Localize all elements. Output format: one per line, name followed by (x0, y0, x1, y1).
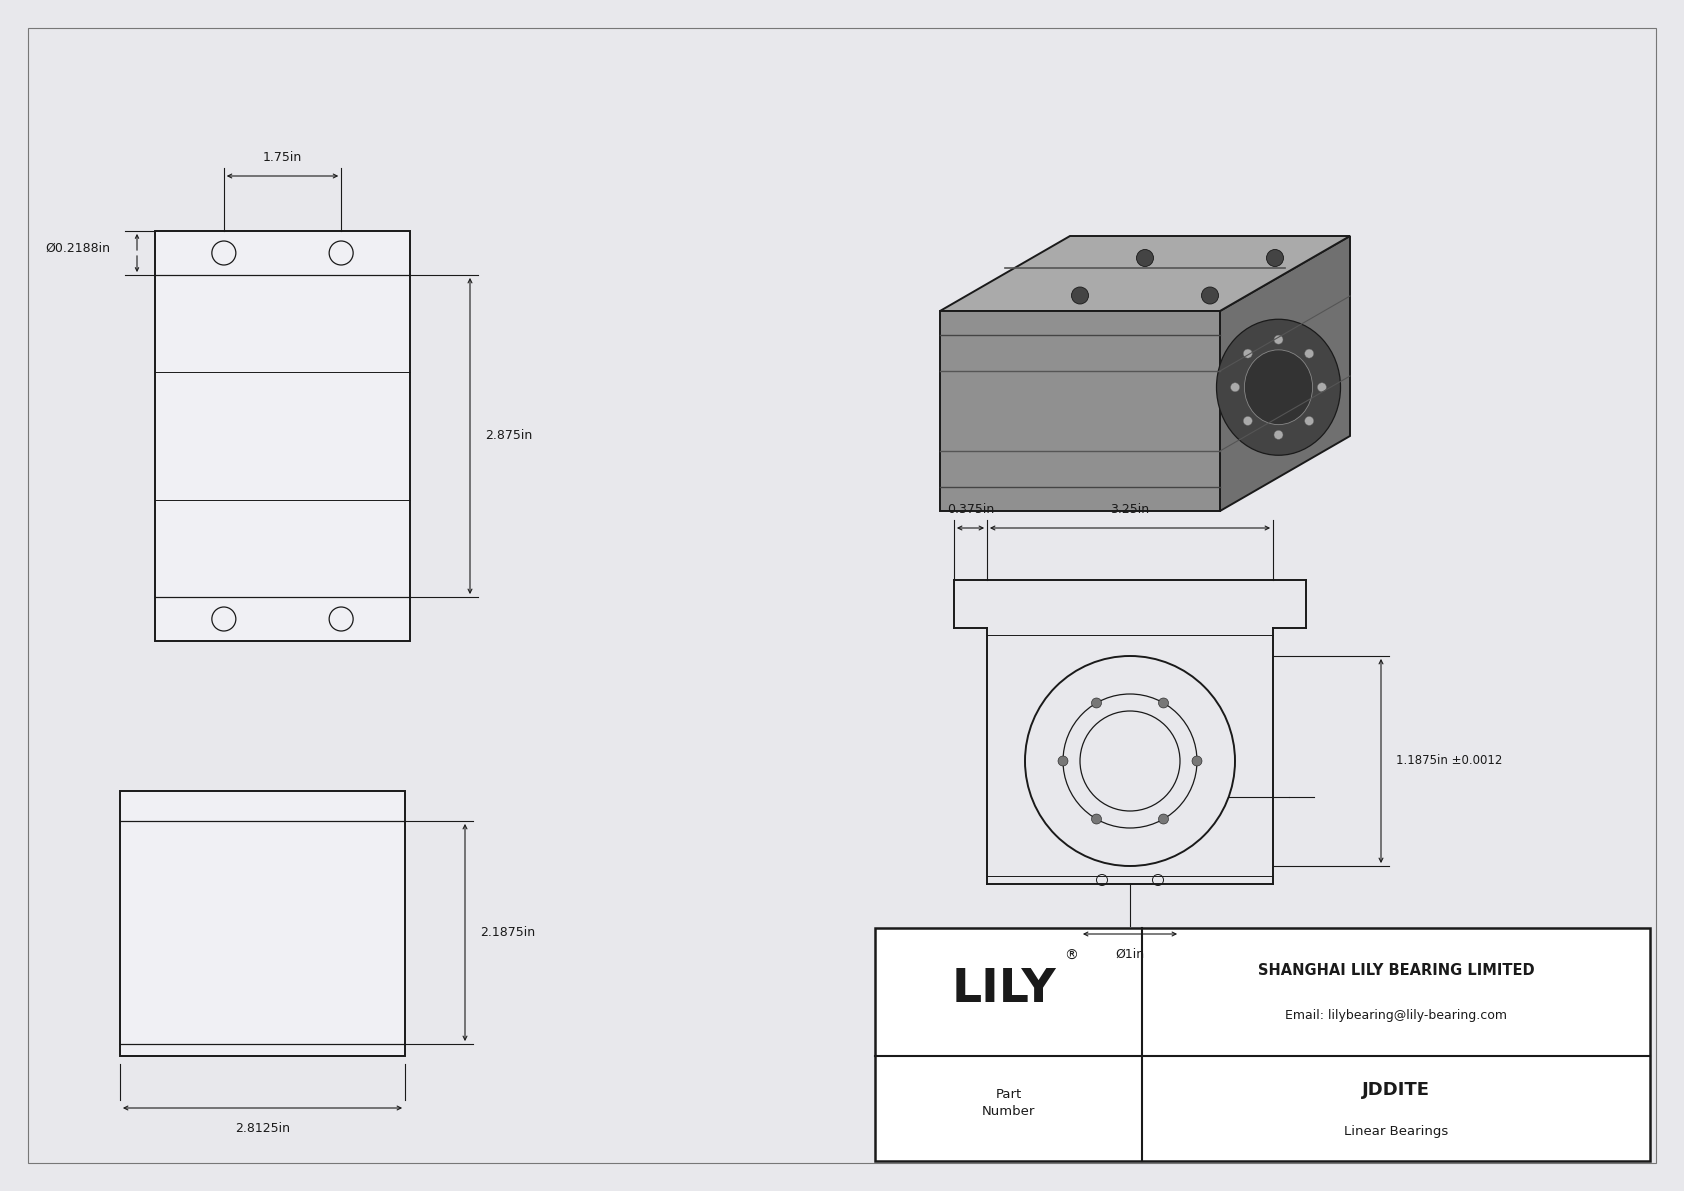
Text: Linear Bearings: Linear Bearings (1344, 1125, 1448, 1139)
Text: Ø1in: Ø1in (1115, 948, 1145, 961)
Text: JDDITE: JDDITE (1362, 1080, 1430, 1098)
Circle shape (1091, 813, 1101, 824)
Text: 2.1875in: 2.1875in (480, 925, 536, 939)
Circle shape (1159, 813, 1169, 824)
Circle shape (1275, 335, 1283, 344)
Text: 1.75in: 1.75in (263, 151, 301, 164)
Text: ®: ® (1064, 949, 1078, 964)
Circle shape (1201, 287, 1219, 304)
Circle shape (1071, 287, 1088, 304)
Polygon shape (1219, 236, 1351, 511)
Circle shape (1058, 756, 1068, 766)
Circle shape (1192, 756, 1202, 766)
Circle shape (1231, 382, 1239, 392)
Ellipse shape (1216, 319, 1340, 455)
Circle shape (1159, 698, 1169, 707)
Bar (155, 231, 409, 641)
Circle shape (1266, 249, 1283, 267)
Text: Email: lilybearing@lily-bearing.com: Email: lilybearing@lily-bearing.com (1285, 1009, 1507, 1022)
Text: Part
Number: Part Number (982, 1089, 1036, 1118)
Text: 0.375in: 0.375in (946, 503, 994, 516)
Bar (120, 791, 404, 1056)
Circle shape (1305, 417, 1314, 425)
Text: SHANGHAI LILY BEARING LIMITED: SHANGHAI LILY BEARING LIMITED (1258, 962, 1534, 978)
Circle shape (1305, 349, 1314, 358)
Circle shape (1091, 698, 1101, 707)
Text: 2.8125in: 2.8125in (236, 1122, 290, 1135)
Polygon shape (940, 236, 1351, 311)
Circle shape (1275, 430, 1283, 439)
Bar (876, 928, 1650, 1161)
Text: 1.1875in ±0.0012: 1.1875in ±0.0012 (1396, 755, 1502, 767)
Text: Ø0.2188in: Ø0.2188in (45, 242, 109, 255)
Polygon shape (940, 311, 1219, 511)
Circle shape (1137, 249, 1154, 267)
Text: 2.875in: 2.875in (485, 430, 532, 443)
Text: 3.25in: 3.25in (1110, 503, 1150, 516)
Circle shape (1317, 382, 1327, 392)
Text: LILY: LILY (951, 967, 1056, 1012)
Ellipse shape (1244, 350, 1312, 425)
Circle shape (1243, 417, 1253, 425)
Circle shape (1243, 349, 1253, 358)
